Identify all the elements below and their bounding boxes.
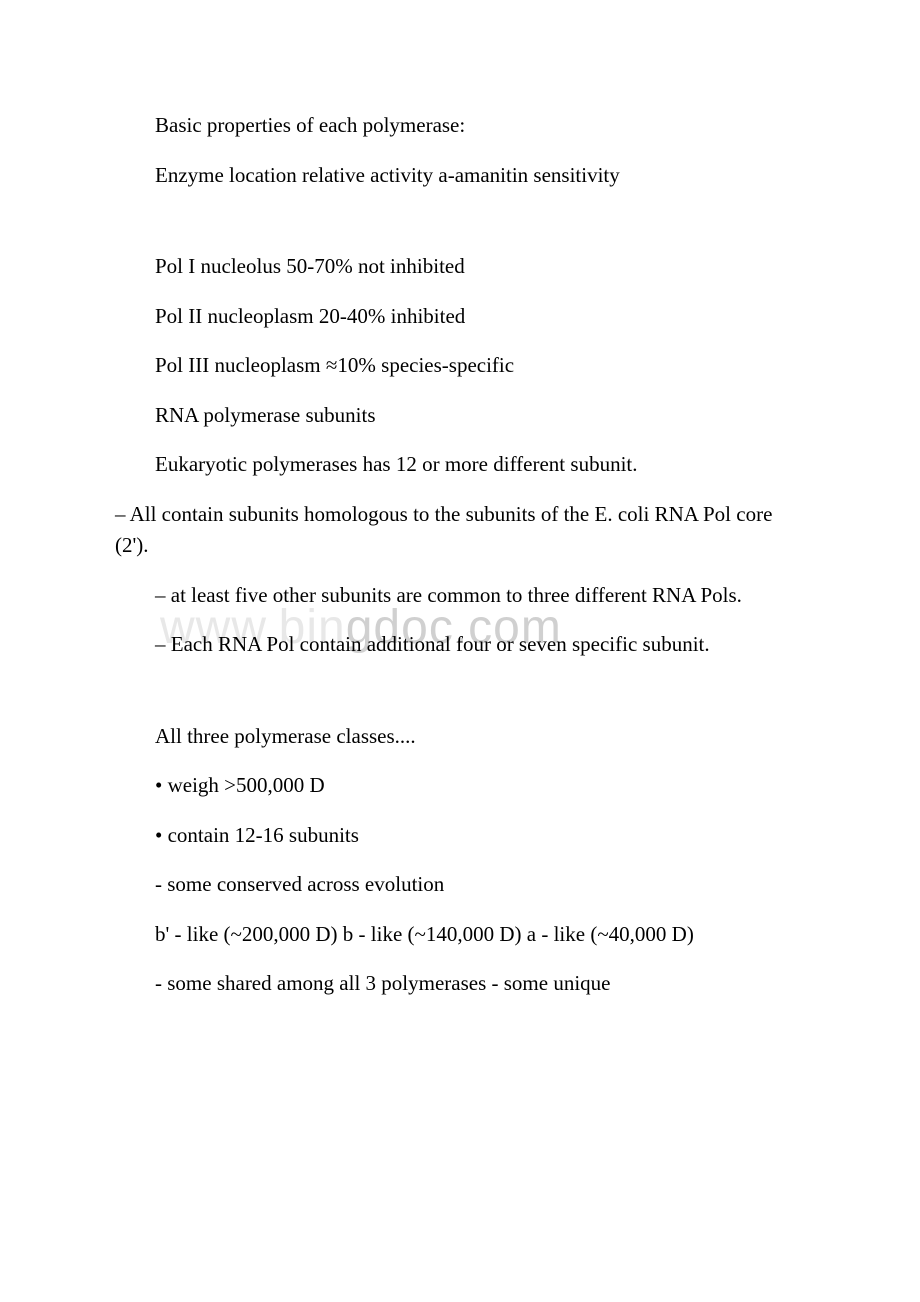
text-line: Pol I nucleolus 50-70% not inhibited xyxy=(115,251,805,283)
paragraph-spacer xyxy=(115,679,805,721)
text-line: Eukaryotic polymerases has 12 or more di… xyxy=(115,449,805,481)
paragraph-spacer xyxy=(115,209,805,251)
document-content: Basic properties of each polymerase: Enz… xyxy=(0,0,920,1000)
text-line: Enzyme location relative activity a-aman… xyxy=(115,160,805,192)
text-line: - some conserved across evolution xyxy=(115,869,805,901)
text-line: • weigh >500,000 D xyxy=(115,770,805,802)
text-line: Pol III nucleoplasm ≈10% species-specifi… xyxy=(115,350,805,382)
text-line: – at least five other subunits are commo… xyxy=(115,580,805,612)
text-line: RNA polymerase subunits xyxy=(115,400,805,432)
text-line: Pol II nucleoplasm 20-40% inhibited xyxy=(115,301,805,333)
text-line: Basic properties of each polymerase: xyxy=(115,110,805,142)
text-line: All three polymerase classes.... xyxy=(115,721,805,753)
text-line: – All contain subunits homologous to the… xyxy=(115,499,805,562)
text-line: • contain 12-16 subunits xyxy=(115,820,805,852)
text-line: b' - like (~200,000 D) b - like (~140,00… xyxy=(115,919,805,951)
text-line: - some shared among all 3 polymerases - … xyxy=(115,968,805,1000)
text-line: – Each RNA Pol contain additional four o… xyxy=(115,629,805,661)
